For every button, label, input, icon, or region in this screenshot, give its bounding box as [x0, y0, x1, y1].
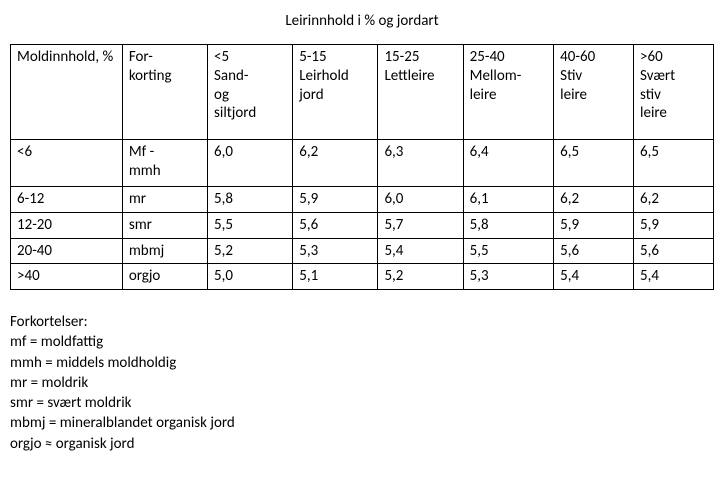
row-label: <6 [11, 140, 123, 187]
cell-value: 5,0 [208, 264, 293, 290]
col-header-moldinnhold: Moldinnhold, % [11, 45, 123, 140]
table-row: 6-12 mr 5,8 5,9 6,0 6,1 6,2 6,2 [11, 187, 714, 213]
soil-table: Moldinnhold, % For-korting <5Sand-ogsilt… [10, 44, 714, 290]
cell-value: 5,2 [378, 264, 463, 290]
legend-line: orgjo ≈ organisk jord [10, 434, 714, 454]
legend-line: mr = moldrik [10, 373, 714, 393]
cell-value: 6,5 [634, 140, 714, 187]
row-abbr: mbmj [122, 238, 207, 264]
legend-line: mbmj = mineralblandet organisk jord [10, 413, 714, 433]
table-row: 20-40 mbmj 5,2 5,3 5,4 5,5 5,6 5,6 [11, 238, 714, 264]
col-header-40-60: 40-60Stivleire [554, 45, 634, 140]
cell-value: 5,6 [634, 238, 714, 264]
cell-value: 6,0 [378, 187, 463, 213]
cell-value: 5,5 [208, 212, 293, 238]
cell-value: 5,1 [293, 264, 378, 290]
cell-value: 5,4 [378, 238, 463, 264]
cell-value: 6,2 [634, 187, 714, 213]
table-row: <6 Mf -mmh 6,0 6,2 6,3 6,4 6,5 6,5 [11, 140, 714, 187]
row-abbr: mr [122, 187, 207, 213]
col-header-gt60: >60Sværtstivleire [634, 45, 714, 140]
legend-line: mf = moldfattig [10, 332, 714, 352]
table-header-row: Moldinnhold, % For-korting <5Sand-ogsilt… [11, 45, 714, 140]
col-header-forkorting: For-korting [122, 45, 207, 140]
col-header-lt5: <5Sand-ogsiltjord [208, 45, 293, 140]
cell-value: 6,1 [463, 187, 554, 213]
cell-value: 5,3 [463, 264, 554, 290]
cell-value: 5,4 [634, 264, 714, 290]
row-label: 12-20 [11, 212, 123, 238]
legend-line: smr = svært moldrik [10, 393, 714, 413]
cell-value: 6,2 [554, 187, 634, 213]
row-label: >40 [11, 264, 123, 290]
cell-value: 5,9 [293, 187, 378, 213]
cell-value: 6,0 [208, 140, 293, 187]
page: Leirinnhold i % og jordart Moldinnhold, … [0, 0, 724, 464]
cell-value: 5,9 [634, 212, 714, 238]
col-header-5-15: 5-15Leirholdjord [293, 45, 378, 140]
cell-value: 6,5 [554, 140, 634, 187]
cell-value: 5,2 [208, 238, 293, 264]
row-label: 20-40 [11, 238, 123, 264]
row-abbr: smr [122, 212, 207, 238]
cell-value: 5,8 [208, 187, 293, 213]
cell-value: 5,3 [293, 238, 378, 264]
table-row: >40 orgjo 5,0 5,1 5,2 5,3 5,4 5,4 [11, 264, 714, 290]
cell-value: 6,4 [463, 140, 554, 187]
legend-title: Forkortelser: [10, 312, 714, 332]
cell-value: 6,2 [293, 140, 378, 187]
legend-line: mmh = middels moldholdig [10, 353, 714, 373]
cell-value: 5,6 [293, 212, 378, 238]
cell-value: 6,3 [378, 140, 463, 187]
page-title: Leirinnhold i % og jordart [10, 12, 714, 30]
cell-value: 5,6 [554, 238, 634, 264]
cell-value: 5,9 [554, 212, 634, 238]
col-header-25-40: 25-40Mellom-leire [463, 45, 554, 140]
cell-value: 5,5 [463, 238, 554, 264]
row-abbr: orgjo [122, 264, 207, 290]
cell-value: 5,8 [463, 212, 554, 238]
col-header-15-25: 15-25Lettleire [378, 45, 463, 140]
legend: Forkortelser: mf = moldfattig mmh = midd… [10, 312, 714, 454]
row-label: 6-12 [11, 187, 123, 213]
cell-value: 5,4 [554, 264, 634, 290]
cell-value: 5,7 [378, 212, 463, 238]
row-abbr: Mf -mmh [122, 140, 207, 187]
table-row: 12-20 smr 5,5 5,6 5,7 5,8 5,9 5,9 [11, 212, 714, 238]
